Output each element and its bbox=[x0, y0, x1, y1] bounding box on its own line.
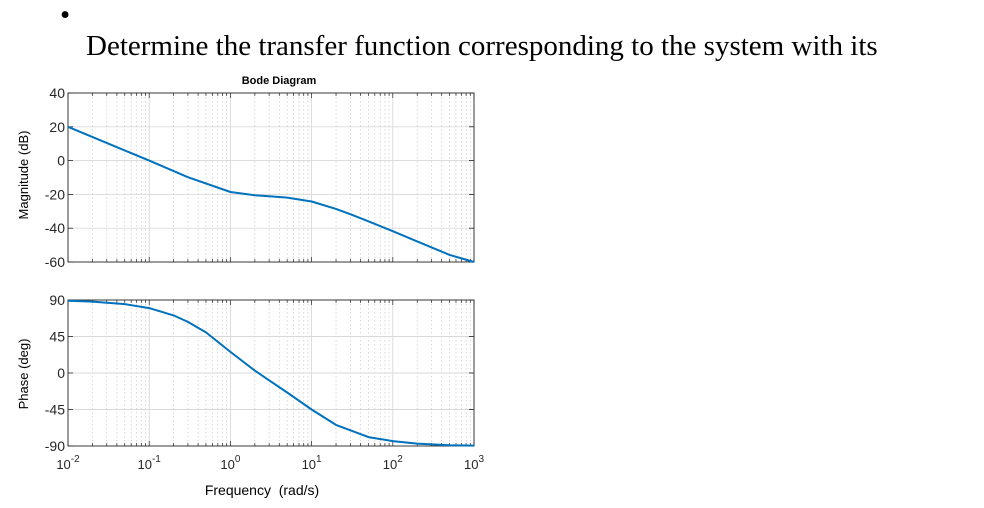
x-tick-label: 101 bbox=[302, 454, 322, 472]
phase-ytick-label: 90 bbox=[49, 292, 65, 308]
phase-ytick-label: 45 bbox=[49, 329, 65, 345]
phase-frame bbox=[67, 299, 475, 447]
phase-ylabel: Phase (deg) bbox=[16, 339, 31, 410]
x-tick-label: 10-1 bbox=[138, 454, 162, 472]
x-tick-base: 10 bbox=[302, 457, 316, 472]
x-tick-labels: 10-2 10-1 100 101 102 103 bbox=[56, 454, 484, 472]
x-tick-base: 10 bbox=[220, 457, 234, 472]
x-axis-label: Frequency (rad/s) bbox=[205, 482, 319, 498]
magnitude-axes: 40 20 0 -20 -40 -60 bbox=[45, 85, 475, 270]
x-tick-base: 10 bbox=[56, 457, 70, 472]
x-tick-label: 103 bbox=[464, 454, 484, 472]
chart-title: Bode Diagram bbox=[242, 75, 317, 87]
magnitude-ytick-label: -20 bbox=[45, 186, 65, 202]
magnitude-ytick-label: 0 bbox=[57, 153, 65, 169]
bullet: • bbox=[60, 0, 71, 31]
phase-axes: 90 45 0 -45 -90 bbox=[45, 292, 475, 454]
magnitude-series-line bbox=[67, 125, 475, 263]
x-tick-label: 100 bbox=[220, 454, 240, 472]
x-tick-exponent: 0 bbox=[235, 454, 241, 465]
x-tick-label: 102 bbox=[383, 454, 403, 472]
magnitude-plot-area bbox=[68, 93, 474, 262]
magnitude-frame bbox=[67, 92, 475, 263]
magnitude-ytick-label: -40 bbox=[45, 220, 65, 236]
phase-ytick-label: 0 bbox=[57, 365, 65, 381]
phase-ytick-label: -45 bbox=[45, 402, 65, 418]
x-tick-exponent: -2 bbox=[71, 454, 80, 465]
x-tick-exponent: 3 bbox=[478, 454, 484, 465]
x-tick-base: 10 bbox=[138, 457, 152, 472]
question-line-1: Determine the transfer function correspo… bbox=[86, 30, 878, 62]
x-tick-exponent: 1 bbox=[316, 454, 322, 465]
magnitude-ytick-label: -60 bbox=[45, 254, 65, 270]
x-tick-label: 10-2 bbox=[56, 454, 80, 472]
magnitude-ytick-label: 20 bbox=[49, 119, 65, 135]
x-tick-exponent: -1 bbox=[152, 454, 161, 465]
phase-series-line bbox=[67, 299, 475, 447]
magnitude-ytick-label: 40 bbox=[49, 85, 65, 101]
phase-ytick-label: -90 bbox=[45, 438, 65, 454]
x-tick-base: 10 bbox=[383, 457, 397, 472]
x-tick-exponent: 2 bbox=[397, 454, 403, 465]
x-tick-base: 10 bbox=[464, 457, 478, 472]
magnitude-ylabel: Magnitude (dB) bbox=[16, 131, 31, 220]
